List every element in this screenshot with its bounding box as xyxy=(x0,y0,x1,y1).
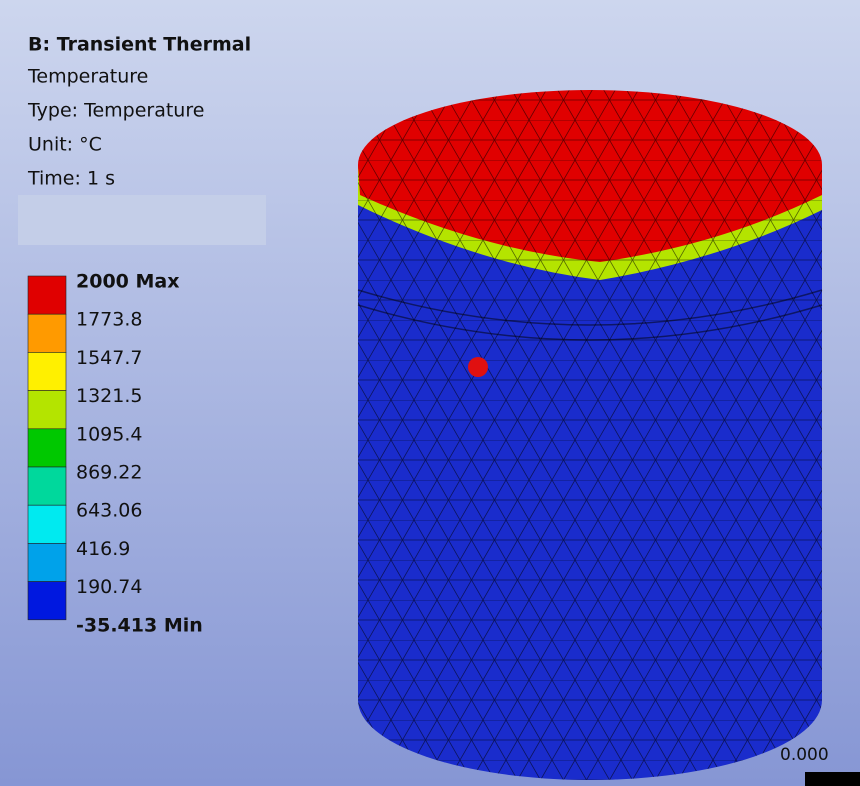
header-line: Type: Temperature xyxy=(27,100,204,122)
legend-label: 1095.4 xyxy=(76,423,142,445)
header-line: Unit: °C xyxy=(28,134,102,156)
groove xyxy=(357,289,823,341)
header-line: Time: 1 s xyxy=(27,168,115,190)
scale-bar xyxy=(805,772,860,786)
legend-band xyxy=(27,428,67,468)
legend-band xyxy=(27,390,67,430)
legend-label: 2000 Max xyxy=(76,271,179,293)
header-box xyxy=(18,195,266,245)
legend-label: 869.22 xyxy=(76,462,142,484)
legend-band xyxy=(27,275,67,315)
header-line: Temperature xyxy=(27,66,148,88)
legend: 2000 Max 1773.8 1547.7 1321.5 1095.4 869.22 64… xyxy=(27,271,203,636)
legend-label: -35.413 Min xyxy=(76,614,203,636)
legend-band xyxy=(27,313,67,353)
legend-label: 1547.7 xyxy=(76,347,142,369)
legend-label: 1773.8 xyxy=(76,309,142,331)
legend-label: 643.06 xyxy=(76,500,142,522)
probe xyxy=(468,357,488,377)
top-mesh xyxy=(358,90,822,240)
scale-label: 0.000 xyxy=(780,745,829,765)
legend-label: 190.74 xyxy=(76,576,142,598)
legend-band xyxy=(27,504,67,544)
title: B: Transient Thermal xyxy=(28,34,251,56)
legend-band xyxy=(27,352,67,391)
legend-band xyxy=(27,466,67,506)
legend-label: 1321.5 xyxy=(76,385,142,407)
mesh xyxy=(358,165,822,780)
legend-band xyxy=(27,543,67,582)
legend-band xyxy=(27,581,67,621)
model xyxy=(357,90,823,780)
legend-label: 416.9 xyxy=(76,538,130,560)
